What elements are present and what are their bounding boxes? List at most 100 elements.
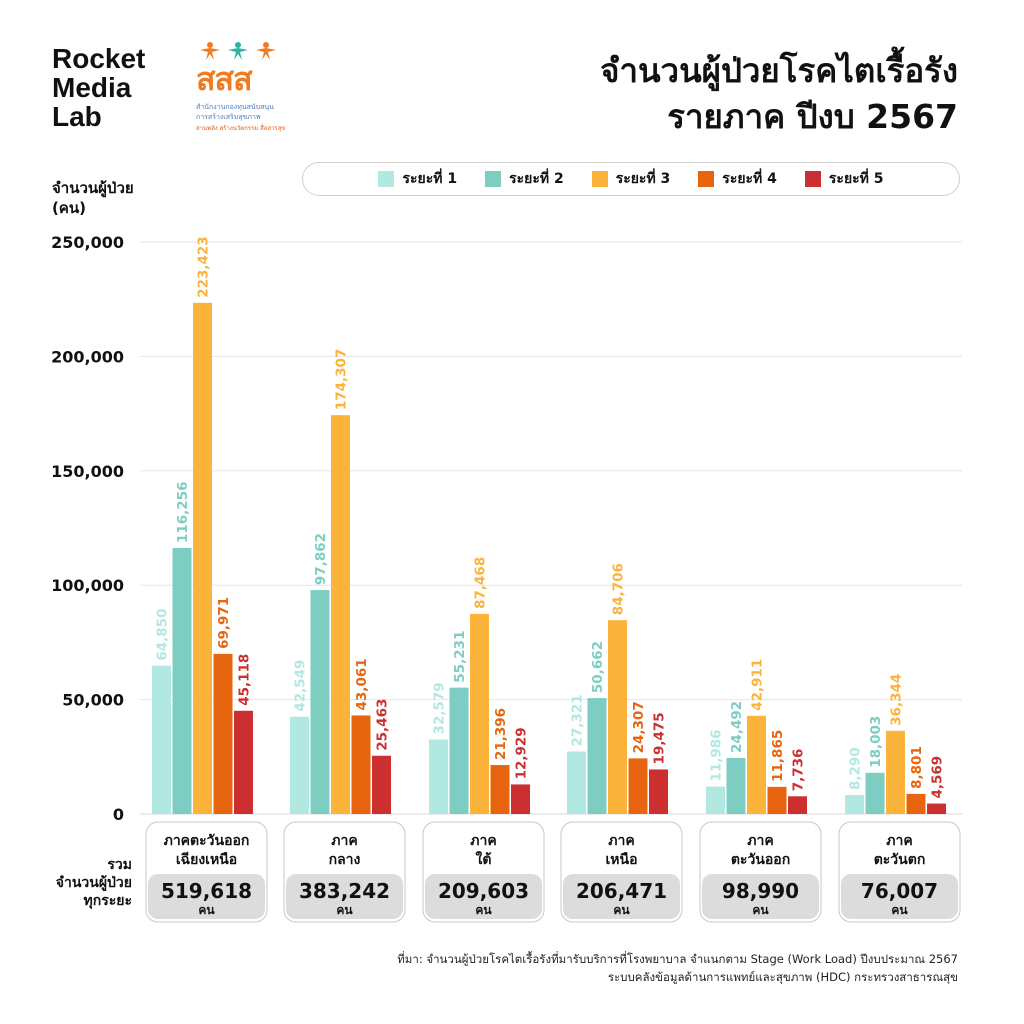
total-value: 383,242 [299,879,390,903]
brand-line-1: Rocket [52,43,146,74]
legend-item-1: ระยะที่ 1 [378,168,457,190]
logo-slogan: สานพลัง สร้างนวัตกรรม สื่อสารสุข [196,125,286,132]
total-unit: คน [475,903,492,917]
data-label: 97,862 [313,533,329,585]
total-pill [425,874,542,919]
bar [331,415,350,814]
legend-item-3: ระยะที่ 3 [591,168,671,190]
bar [628,758,648,814]
x-category-label: ตะวันออก [731,852,790,868]
legend-item-4: ระยะที่ 4 [698,168,777,190]
total-unit: คน [198,903,215,917]
data-label: 24,307 [631,701,647,753]
data-label: 42,549 [293,660,309,712]
bar [511,784,530,814]
data-label: 18,003 [868,716,884,768]
chart-legend: ระยะที่ 1 ระยะที่ 2 ระยะที่ 3 ระยะที่ 4 ระยะ… [302,162,960,196]
data-label: 43,061 [354,658,370,710]
x-category-label: ภาค [886,833,912,849]
bar [470,613,489,814]
bar [567,751,586,814]
bar [587,698,607,814]
y-axis-label: จำนวนผู้ป่วย (คน) [52,178,134,218]
bar [213,653,233,814]
x-category-label: เฉียงเหนือ [176,852,237,868]
y-axis-label-line-2: (คน) [52,199,86,217]
y-tick-label: 150,000 [51,462,124,481]
x-category-label: ใต้ [476,850,492,868]
bar [608,620,627,814]
x-category-label: ภาค [608,833,634,849]
total-pill [841,874,958,919]
legend-item-5: ระยะที่ 5 [804,168,884,190]
data-label: 42,911 [750,659,766,711]
bar [845,795,864,814]
total-label-line-3: ทุกระยะ [83,893,132,909]
bar [886,730,905,814]
data-label: 36,344 [889,674,905,726]
source-line-2: ระบบคลังข้อมูลด้านการแพทย์และสุขภาพ (HDC… [607,970,958,984]
legend-label: ระยะที่ 4 [722,171,777,187]
x-category-label: ภาค [331,833,357,849]
x-category-label: ตะวันตก [874,852,926,868]
bar [747,715,766,814]
data-label: 50,662 [590,641,606,693]
bar [906,793,926,814]
data-label: 27,321 [570,694,586,746]
total-label-line-1: รวม [107,857,132,873]
total-unit: คน [752,903,769,917]
data-label: 24,492 [729,701,745,753]
total-unit: คน [336,903,353,917]
chart-title-line-1: จำนวนผู้ป่วยโรคไตเรื้อรัง [600,51,958,90]
bar [927,803,946,814]
data-label: 55,231 [452,631,468,683]
y-tick-label: 250,000 [51,233,124,252]
bar [490,765,510,814]
bar [152,665,171,814]
bar [429,739,448,814]
legend-label: ระยะที่ 3 [615,171,671,187]
y-tick-label: 0 [113,805,124,824]
y-tick-label: 200,000 [51,347,124,366]
data-label: 32,579 [432,682,448,734]
data-label: 64,850 [155,609,171,661]
legend-swatch [591,171,608,187]
total-value: 206,471 [576,879,667,903]
logo-subtitle-1: สำนักงานกองทุนสนับสนุน [196,103,274,111]
bar [865,772,885,814]
logo-mark: สสส [196,60,253,98]
y-tick-label: 100,000 [51,576,124,595]
total-pill [563,874,680,919]
x-category-label: กลาง [329,852,361,868]
brand-line-3: Lab [52,101,102,132]
bar [234,710,253,814]
data-label: 7,736 [791,749,807,792]
legend-label: ระยะที่ 5 [828,171,884,187]
data-label: 4,569 [930,756,946,799]
data-label: 11,865 [770,730,786,782]
data-label: 223,423 [196,236,212,298]
total-unit: คน [891,903,908,917]
logo-subtitle-2: การสร้างเสริมสุขภาพ [196,113,261,121]
legend-swatch [378,171,395,187]
total-pill [286,874,403,919]
brand-line-2: Media [52,72,132,103]
legend-swatch [698,171,715,187]
people-icon [200,42,276,60]
brand-wordmark: Rocket Media Lab [52,44,145,131]
data-label: 116,256 [175,482,191,544]
y-tick-label: 50,000 [62,691,124,710]
data-label: 21,396 [493,708,509,760]
bar [649,769,668,814]
legend-swatch [804,171,821,187]
y-axis-label-line-1: จำนวนผู้ป่วย [52,179,134,197]
source-line-1: ที่มา: จำนวนผู้ป่วยโรคไตเรื้อรังที่มารับ… [397,952,958,966]
x-category-label: ภาค [747,833,773,849]
total-label: รวม จำนวนผู้ป่วย ทุกระยะ [20,856,132,910]
data-label: 69,971 [216,597,232,649]
total-value: 519,618 [161,879,252,903]
thaihealth-logo: สสส สำนักงานกองทุนสนับสนุน การสร้างเสริม… [190,40,310,140]
bar [290,716,309,814]
x-category-label: ภาคตะวันออก [164,833,250,849]
